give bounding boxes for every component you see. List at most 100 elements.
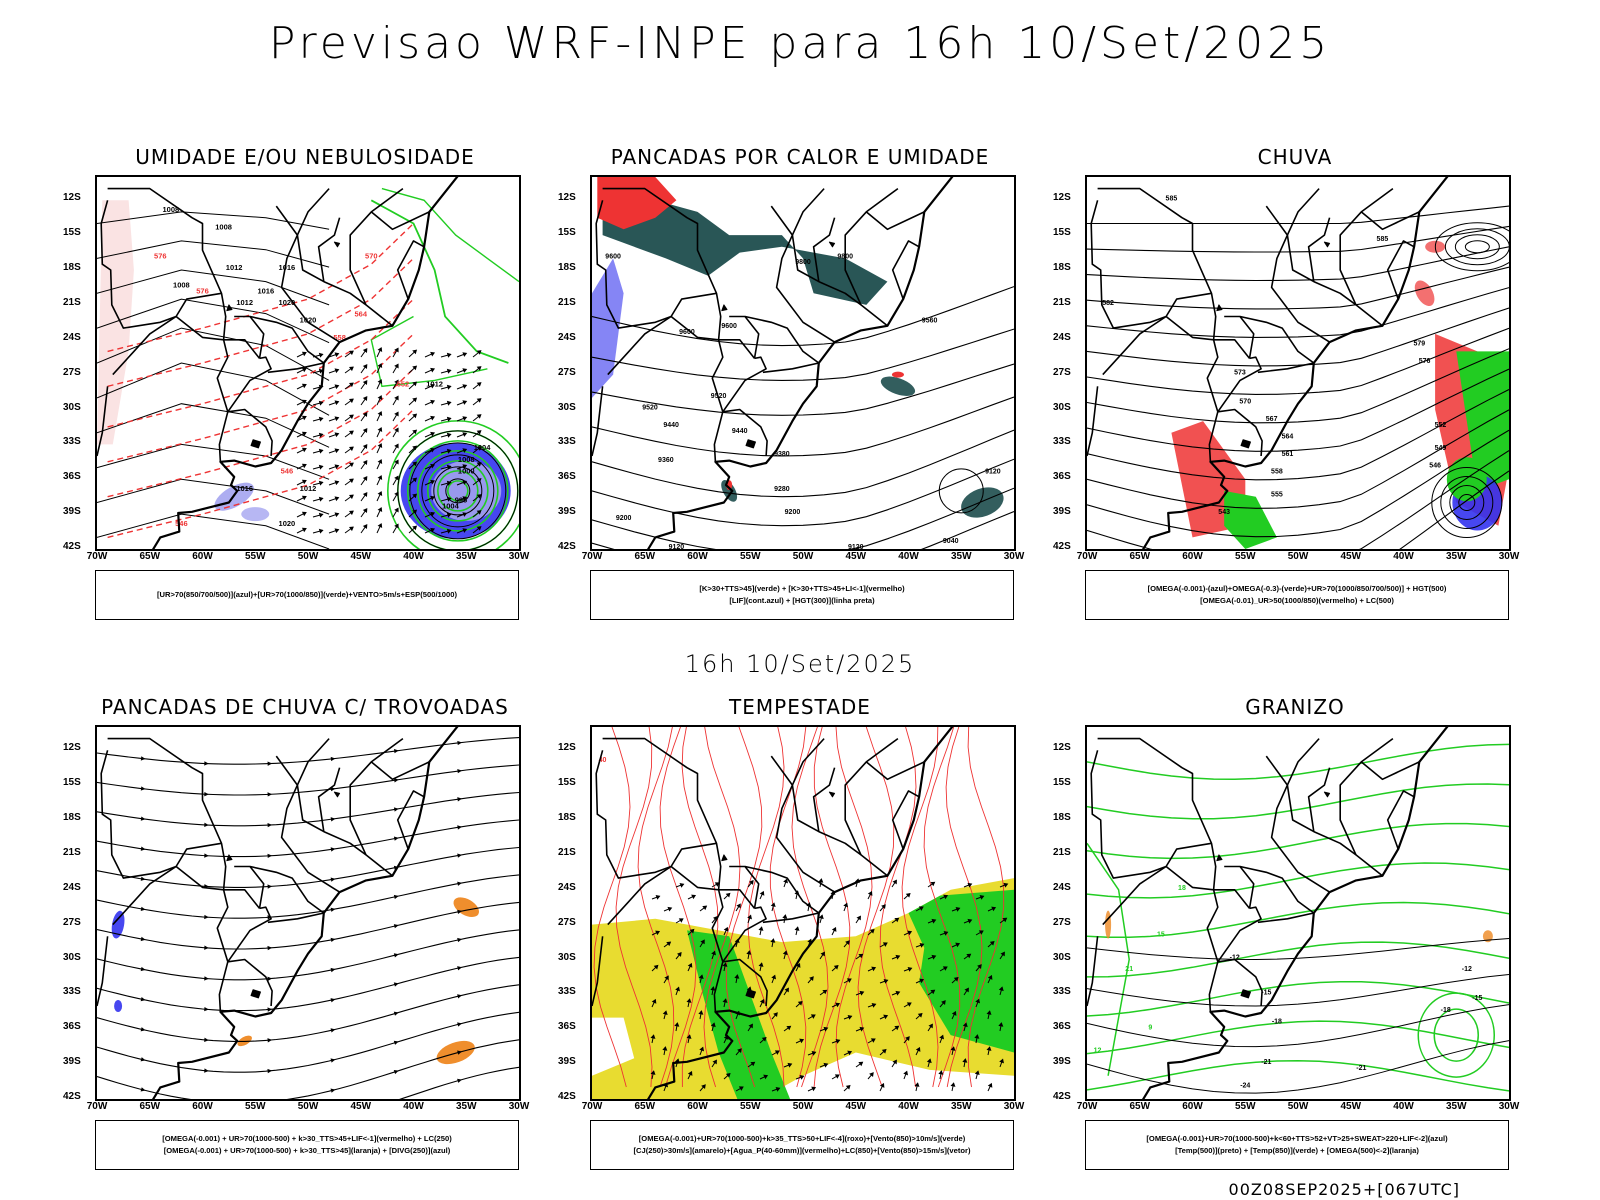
streamline-arrowhead <box>267 1038 273 1043</box>
lon-tick-label: 30W <box>1003 1101 1025 1112</box>
wind-vector <box>855 1026 865 1032</box>
arrow-head <box>334 416 340 422</box>
wind-vector <box>999 882 1009 888</box>
wind-arrow <box>376 395 383 406</box>
streamline <box>1087 205 1509 225</box>
arrow-head <box>334 384 340 390</box>
wind-arrow <box>424 447 436 454</box>
wind-vector <box>938 1070 944 1080</box>
lat-tick-label: 15S <box>1053 777 1071 789</box>
arrow-head <box>318 448 324 454</box>
wind-arrow <box>328 464 340 470</box>
arrow-head <box>879 1082 885 1088</box>
lat-tick-label: 24S <box>558 881 576 893</box>
streamline-arrowhead <box>330 1028 336 1033</box>
wind-arrow <box>440 432 452 438</box>
wind-vector <box>974 1034 980 1044</box>
arrow-head <box>412 445 418 451</box>
arrow-head <box>394 523 399 529</box>
arrow-head <box>710 1022 716 1028</box>
wind-arrow <box>440 448 452 454</box>
wind-arrow <box>392 459 399 470</box>
border-line <box>1208 411 1219 462</box>
wind-arrow <box>456 432 468 438</box>
wind-vector <box>675 882 685 888</box>
wind-vector <box>699 905 708 912</box>
border-line <box>1307 217 1331 282</box>
lat-tick-label: 21S <box>558 846 576 858</box>
arrow-head <box>919 978 925 984</box>
lat-tick-label: 33S <box>63 986 81 998</box>
arrow-head <box>362 348 368 353</box>
wind-vector <box>987 974 993 984</box>
border-line <box>1286 188 1383 327</box>
arrow-head <box>986 1046 992 1051</box>
arrow-head <box>691 894 697 900</box>
wind-arrow <box>392 491 399 502</box>
streamline <box>399 1066 519 1099</box>
wind-arrow <box>408 413 418 422</box>
border-line <box>396 240 425 300</box>
arrow-head <box>1003 882 1009 888</box>
panel-chuva: CHUVA 585 585 582 579 576 573 570 567 564 561 558 5… <box>1035 145 1535 635</box>
wind-vector <box>867 890 873 900</box>
streamline-arrowhead <box>330 756 336 762</box>
panel-granizo: GRANIZO -12 -12 -15 -15 -18 -18 -21 -21 -24 9 12 15… <box>1035 695 1535 1185</box>
arrow-head <box>915 1046 921 1052</box>
arrow-head <box>412 461 418 467</box>
wind-vector <box>746 950 752 960</box>
border-line <box>107 737 261 909</box>
wind-arrow <box>376 475 383 486</box>
lat-tick-label: 30S <box>1053 951 1071 963</box>
isobar-ring <box>421 454 495 528</box>
arrow-head <box>446 480 452 486</box>
lake <box>1240 439 1251 449</box>
streamline-arrowhead <box>330 877 336 882</box>
height-contour <box>938 468 984 514</box>
thickness-dashed <box>107 298 414 428</box>
streamline-arrowhead <box>457 966 463 971</box>
arrow-head <box>377 475 383 480</box>
border-line <box>396 790 425 850</box>
wind-vector <box>927 918 937 924</box>
streamline-arrowhead <box>393 953 399 958</box>
arrow-head <box>476 382 482 387</box>
border-line <box>722 356 767 413</box>
streamline <box>1087 389 1509 481</box>
wind-arrow <box>440 496 452 502</box>
arrow-head <box>446 400 452 406</box>
isobar <box>97 403 330 448</box>
arrow-head <box>655 894 661 900</box>
arrow-head <box>771 974 777 980</box>
humidity-tint <box>97 200 134 445</box>
wind-vector <box>987 940 995 948</box>
map-borders <box>592 727 954 1099</box>
wind-vector <box>915 1012 923 1020</box>
streamline-arrowhead <box>457 825 463 830</box>
wind-arrow <box>392 363 399 374</box>
wind-vector <box>867 1002 877 1008</box>
wind-vector <box>891 954 901 960</box>
wind-vector <box>879 1048 887 1056</box>
panel-title: CHUVA <box>1257 145 1333 169</box>
lat-tick-label: 39S <box>1053 1056 1071 1068</box>
wind-vector <box>962 1022 968 1032</box>
wind-vector <box>951 906 961 912</box>
border-line <box>592 936 604 1007</box>
arrow-head <box>334 464 340 470</box>
wind-arrow <box>296 479 307 486</box>
arrow-head <box>476 494 482 499</box>
streamline-arrowhead <box>457 1022 463 1027</box>
lake <box>1216 304 1223 312</box>
panel-umidade: UMIDADE E/OU NEBULOSIDADE 1008 1008 1008 10… <box>45 145 545 635</box>
arrow-head <box>748 1023 753 1029</box>
lat-tick-label: 36S <box>63 471 81 483</box>
arrow-head <box>723 926 729 932</box>
lat-tick-label: 36S <box>558 471 576 483</box>
wind-vector <box>735 1086 744 1092</box>
arrow-head <box>430 415 436 421</box>
height-contour <box>592 429 1014 498</box>
wind-arrow <box>344 526 354 534</box>
border-line <box>1102 315 1167 376</box>
arrow-head <box>1002 917 1008 923</box>
